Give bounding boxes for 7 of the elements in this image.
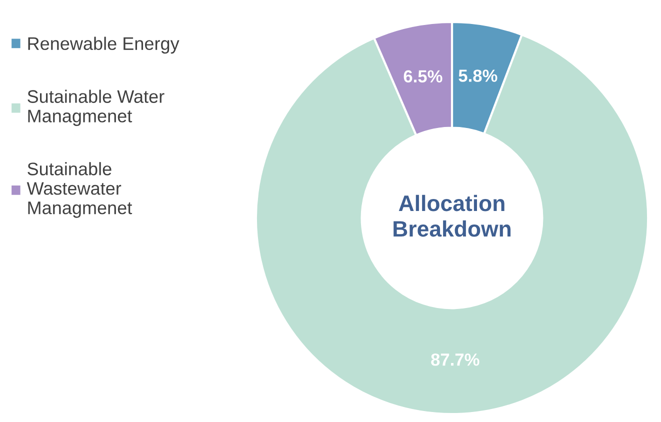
data-label: 87.7% — [431, 353, 480, 366]
text: Allocation Breakdown — [394, 194, 511, 237]
legend-label: Renewable Energy — [28, 36, 180, 54]
legend-label: Sutainable Water Managmenet — [28, 90, 164, 126]
data-label: 5.8% — [458, 70, 498, 82]
data-label: 6.5% — [404, 70, 442, 82]
legend-label: Sutainable Wastewater Managmenet — [26, 162, 132, 218]
